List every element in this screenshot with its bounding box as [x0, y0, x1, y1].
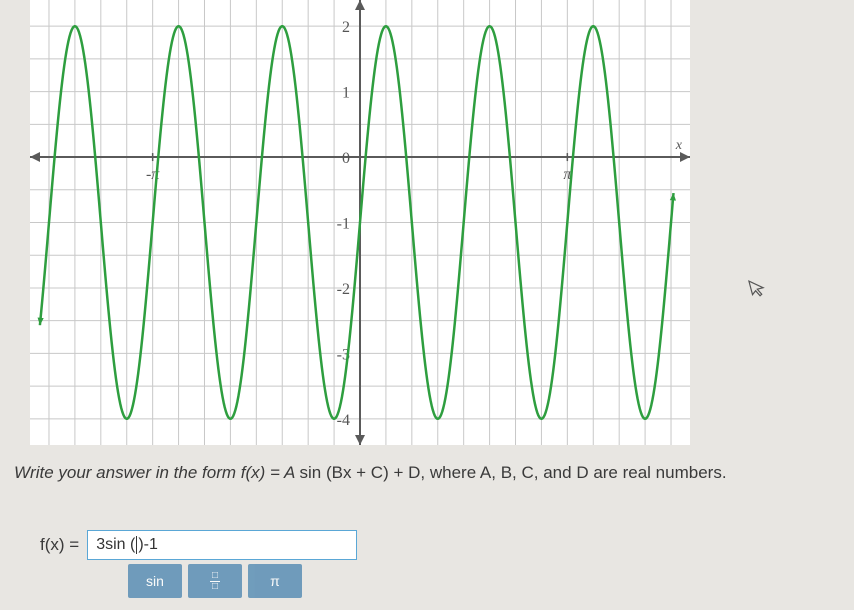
sin-button-label: sin: [146, 573, 164, 589]
sin-button[interactable]: sin: [128, 564, 182, 598]
prompt-pre: Write your answer in the form f(x) = A: [14, 463, 295, 482]
svg-text:2: 2: [342, 19, 350, 36]
svg-text:0: 0: [342, 150, 350, 167]
answer-value-post: )-1: [138, 536, 158, 554]
math-toolbar: sin □□ π: [128, 564, 302, 598]
fx-label: f(x) =: [40, 535, 79, 555]
chart-container: 210-1-2-3-4-ππx: [30, 0, 690, 445]
pi-button[interactable]: π: [248, 564, 302, 598]
svg-text:-1: -1: [337, 216, 350, 233]
fraction-icon: □□: [210, 571, 220, 592]
pi-button-label: π: [270, 573, 280, 589]
prompt-sin: sin: [299, 463, 321, 482]
answer-value-pre: 3sin (: [96, 536, 135, 554]
answer-row: f(x) = 3sin ()-1: [40, 530, 357, 560]
svg-text:x: x: [675, 138, 683, 153]
svg-text:1: 1: [342, 85, 350, 102]
svg-text:-2: -2: [337, 281, 350, 298]
prompt-post: (Bx + C) + D, where A, B, C, and D are r…: [326, 463, 727, 482]
prompt-text: Write your answer in the form f(x) = A s…: [14, 460, 840, 486]
sine-chart: 210-1-2-3-4-ππx: [30, 0, 690, 445]
mouse-cursor-icon: [748, 276, 769, 299]
text-cursor: [136, 536, 137, 554]
fraction-button[interactable]: □□: [188, 564, 242, 598]
answer-input[interactable]: 3sin ()-1: [87, 530, 357, 560]
